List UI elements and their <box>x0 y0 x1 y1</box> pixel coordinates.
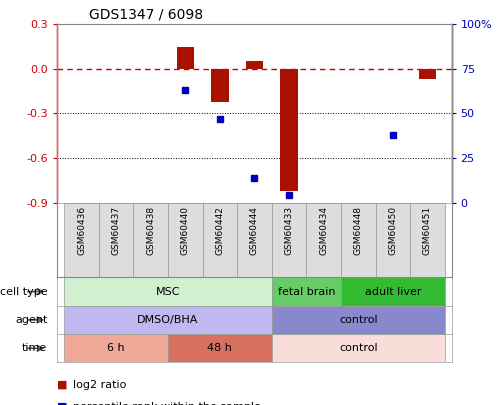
Bar <box>203 202 237 277</box>
Bar <box>64 277 272 306</box>
Text: 6 h: 6 h <box>107 343 125 353</box>
Text: 48 h: 48 h <box>208 343 233 353</box>
Text: GSM60450: GSM60450 <box>388 206 397 256</box>
Bar <box>410 202 445 277</box>
Text: GSM60436: GSM60436 <box>77 206 86 256</box>
Bar <box>246 62 263 69</box>
Bar <box>280 69 298 191</box>
Bar <box>177 47 194 69</box>
Text: GSM60438: GSM60438 <box>146 206 155 256</box>
Text: percentile rank within the sample: percentile rank within the sample <box>73 402 261 405</box>
Bar <box>237 202 272 277</box>
Text: log2 ratio: log2 ratio <box>73 380 127 390</box>
Bar <box>168 334 272 362</box>
Text: DMSO/BHA: DMSO/BHA <box>137 315 199 325</box>
Text: MSC: MSC <box>156 287 180 296</box>
Text: control: control <box>339 343 378 353</box>
Bar <box>306 202 341 277</box>
Text: GSM60442: GSM60442 <box>216 206 225 255</box>
Text: cell type: cell type <box>0 287 47 296</box>
Text: GSM60448: GSM60448 <box>354 206 363 255</box>
Text: GSM60433: GSM60433 <box>284 206 293 256</box>
Bar <box>272 202 306 277</box>
Bar <box>272 334 445 362</box>
Bar <box>376 202 410 277</box>
Text: GDS1347 / 6098: GDS1347 / 6098 <box>89 8 203 22</box>
Bar <box>64 334 168 362</box>
Text: fetal brain: fetal brain <box>277 287 335 296</box>
Text: GSM60451: GSM60451 <box>423 206 432 256</box>
Text: ■: ■ <box>57 380 71 390</box>
Bar <box>168 202 203 277</box>
Bar <box>99 202 133 277</box>
Bar <box>272 306 445 334</box>
Bar <box>64 202 99 277</box>
Text: GSM60440: GSM60440 <box>181 206 190 255</box>
Text: control: control <box>339 315 378 325</box>
Text: GSM60444: GSM60444 <box>250 206 259 255</box>
Text: GSM60434: GSM60434 <box>319 206 328 255</box>
Bar <box>272 277 341 306</box>
Bar <box>211 69 229 102</box>
Text: time: time <box>22 343 47 353</box>
Bar <box>341 202 376 277</box>
Bar <box>341 277 445 306</box>
Text: GSM60437: GSM60437 <box>112 206 121 256</box>
Text: adult liver: adult liver <box>365 287 421 296</box>
Bar <box>64 306 272 334</box>
Bar <box>419 69 436 79</box>
Text: agent: agent <box>15 315 47 325</box>
Bar <box>133 202 168 277</box>
Text: ■: ■ <box>57 402 71 405</box>
